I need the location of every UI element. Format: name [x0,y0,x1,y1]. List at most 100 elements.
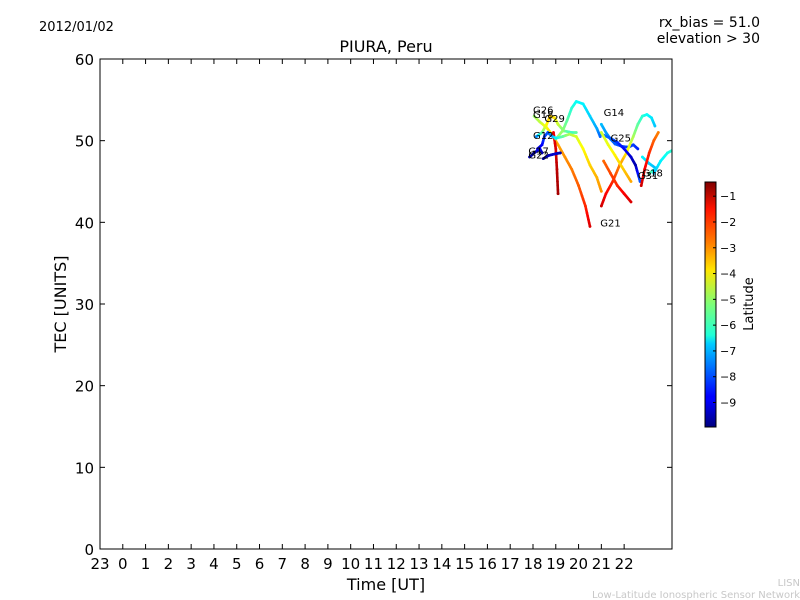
data-point [653,124,657,128]
data-point [546,131,550,134]
satellite-label: G18 [533,110,553,121]
data-point [634,163,637,167]
y-axis-label: TEC [UNITS] [51,256,70,354]
data-point [613,142,617,146]
data-point [629,200,633,204]
data-point [598,135,602,138]
x-axis-label: Time [UT] [346,575,425,594]
x-tick-label: 13 [409,555,428,573]
data-point [540,131,544,134]
data-point [636,147,640,151]
data-point [639,184,643,187]
data-point [604,192,608,196]
data-point [541,157,545,161]
data-point [574,100,578,103]
x-tick-label: 18 [523,555,542,573]
data-point [647,162,651,165]
x-tick-label: 17 [501,555,520,573]
satellite-label: G31 [638,171,658,182]
colorbar-label: Latitude [742,277,757,331]
data-point [620,165,624,169]
data-point [555,167,559,171]
data-point [568,132,571,136]
satellite-track [639,131,660,187]
data-point [581,102,585,106]
plot-area [100,59,672,549]
y-tick-label: 60 [75,51,94,69]
x-tick-label: 9 [323,555,333,573]
data-point [558,151,562,155]
y-tick-label: 50 [75,133,94,151]
satellite-track [535,114,578,138]
data-point [574,135,578,138]
data-point [556,192,560,196]
x-tick-label: 0 [118,555,128,573]
x-tick-label: 6 [255,555,265,573]
data-point [650,116,653,120]
data-point [561,135,565,138]
data-point [581,147,585,151]
x-tick-label: 21 [592,555,611,573]
y-tick-label: 10 [75,459,94,477]
satellite-track [554,100,602,141]
satellite-label: G14 [604,108,624,119]
data-point [652,139,656,143]
data-point [659,159,663,163]
data-point [636,122,640,126]
x-tick-label: 23 [90,555,109,573]
data-point [545,122,549,126]
colorbar-tick-label: −8 [720,371,736,384]
satellite-label: G21 [600,218,620,229]
data-point [631,143,635,147]
footer-network: Low-Latitude Ionospheric Sensor Network [592,590,800,600]
data-point [588,114,592,118]
data-point [570,131,574,134]
data-point [647,171,651,175]
data-point [554,136,558,140]
data-point [538,120,542,124]
x-tick-label: 10 [341,555,360,573]
data-point [588,163,592,167]
data-point [554,152,558,156]
satellite-track [652,149,672,175]
footer-lisn: LISN [778,578,800,589]
colorbar-tick-label: −2 [720,216,736,229]
colorbar-tick-label: −5 [720,293,736,306]
data-point [606,143,610,147]
data-point [563,155,567,159]
x-axis-ticks: 23 0 1 2 3 4 5 6 7 8 9 10 11 12 13 14 15 16 17 18 19 20 21 22 [90,59,634,573]
data-point [615,140,619,144]
data-point [535,135,538,138]
data-point [631,135,635,138]
elevation-label: elevation > 30 [657,31,760,47]
data-point [599,189,603,193]
colorbar-tick-label: −9 [720,397,736,410]
data-point [622,147,626,151]
data-point [538,147,542,151]
x-tick-label: 16 [478,555,497,573]
data-layer [528,100,672,228]
satellite-track [541,151,562,161]
data-point [547,153,551,157]
data-point [656,131,660,134]
x-tick-label: 2 [164,555,174,573]
data-point [599,131,603,134]
data-point [554,147,558,151]
colorbar-tick-label: −3 [720,242,736,255]
x-tick-label: 3 [186,555,196,573]
x-tick-label: 4 [209,555,219,573]
x-tick-label: 19 [546,555,565,573]
satellite-label: G29 [544,114,564,125]
data-point [609,171,612,175]
data-point [643,167,647,171]
colorbar-tick-label: −1 [720,190,736,203]
y-tick-label: 20 [75,378,94,396]
data-point [540,143,544,147]
colorbar-tick-label: −6 [720,319,736,332]
data-point [609,136,612,140]
data-point [577,184,580,187]
colorbar [704,181,717,428]
data-point [556,143,560,147]
data-point [647,151,651,155]
